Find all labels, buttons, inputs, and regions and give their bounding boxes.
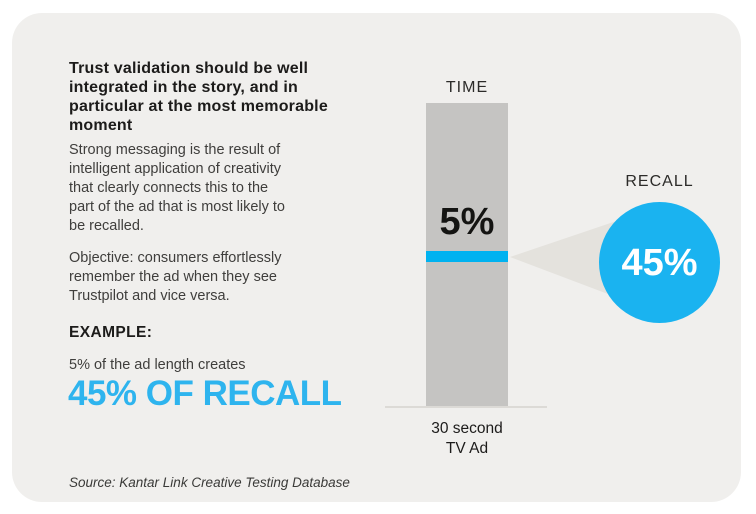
infographic-card: Trust validation should be well integrat… — [12, 13, 741, 502]
bar-caption: 30 second TV Ad — [431, 420, 503, 457]
paragraph-strong-messaging: Strong messaging is the result of intell… — [69, 142, 285, 234]
source-citation: Source: Kantar Link Creative Testing Dat… — [69, 475, 350, 490]
example-highlight: 45% OF RECALL — [68, 374, 342, 413]
example-line: 5% of the ad length creates — [69, 357, 246, 373]
recall-circle: 45% — [599, 202, 720, 323]
recall-label: RECALL — [625, 173, 694, 190]
time-axis-label: TIME — [445, 79, 489, 96]
paragraph-objective: Objective: consumers effortlessly rememb… — [69, 250, 282, 304]
heading: Trust validation should be well integrat… — [69, 60, 328, 134]
bar-value-label: 5% — [439, 201, 495, 243]
recall-value: 45% — [621, 241, 698, 284]
example-label: EXAMPLE: — [69, 324, 153, 341]
bar-baseline — [385, 406, 547, 408]
highlighted-moment-stripe — [426, 251, 508, 262]
